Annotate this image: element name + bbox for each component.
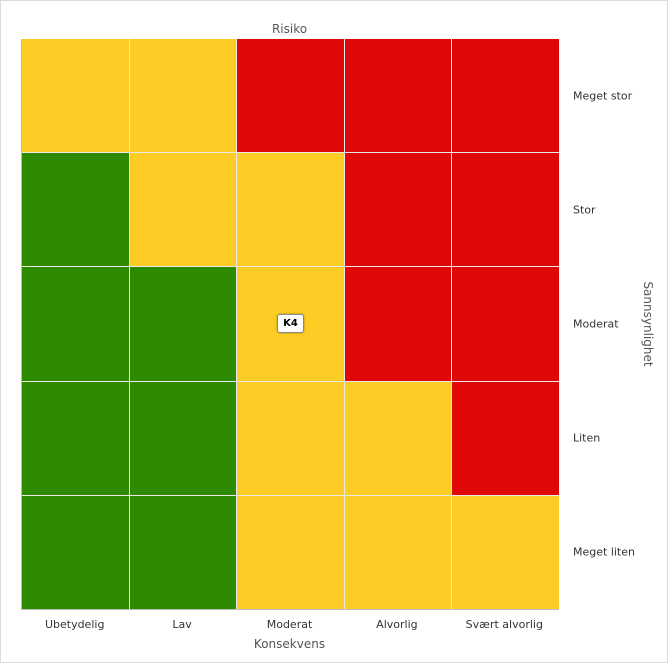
matrix-cell (344, 267, 452, 381)
x-axis-title: Konsekvens (253, 637, 326, 651)
matrix-cell (22, 267, 129, 381)
x-tick-label: Moderat (266, 618, 313, 631)
matrix-cell (22, 39, 129, 153)
y-axis-title: Sannsynlighet (641, 281, 655, 367)
x-tick-label: Ubetydelig (44, 618, 105, 631)
x-tick-label: Svært alvorlig (465, 618, 543, 631)
matrix-cell (237, 39, 344, 153)
risk-marker[interactable]: K4 (277, 314, 304, 334)
y-tick-label: Liten (573, 431, 601, 445)
matrix-cell (237, 381, 344, 495)
matrix-cell (452, 39, 559, 153)
y-tick-label: Stor (573, 203, 596, 217)
matrix-cell (452, 267, 559, 381)
matrix-cell (344, 381, 452, 495)
matrix-cell: K4 (237, 267, 344, 381)
chart-title: Risiko (271, 22, 308, 36)
x-tick-label: Alvorlig (376, 618, 418, 631)
x-tick-label: Lav (172, 618, 192, 631)
matrix-cell (237, 495, 344, 609)
matrix-cell (344, 495, 452, 609)
matrix-cell (237, 153, 344, 267)
matrix-cell (22, 381, 129, 495)
matrix-cell (129, 267, 237, 381)
matrix-cell (22, 153, 129, 267)
matrix-cell (129, 39, 237, 153)
matrix-cell (129, 495, 237, 609)
matrix-cell (22, 495, 129, 609)
matrix-cell (129, 381, 237, 495)
matrix-cell (452, 381, 559, 495)
matrix-cell (344, 39, 452, 153)
matrix-cell (452, 495, 559, 609)
matrix-cell (344, 153, 452, 267)
y-tick-label: Meget stor (573, 89, 633, 103)
risk-matrix-grid: K4 (21, 39, 559, 610)
matrix-cell (129, 153, 237, 267)
matrix-cell (452, 153, 559, 267)
y-tick-label: Meget liten (573, 545, 635, 559)
y-tick-label: Moderat (573, 317, 619, 331)
